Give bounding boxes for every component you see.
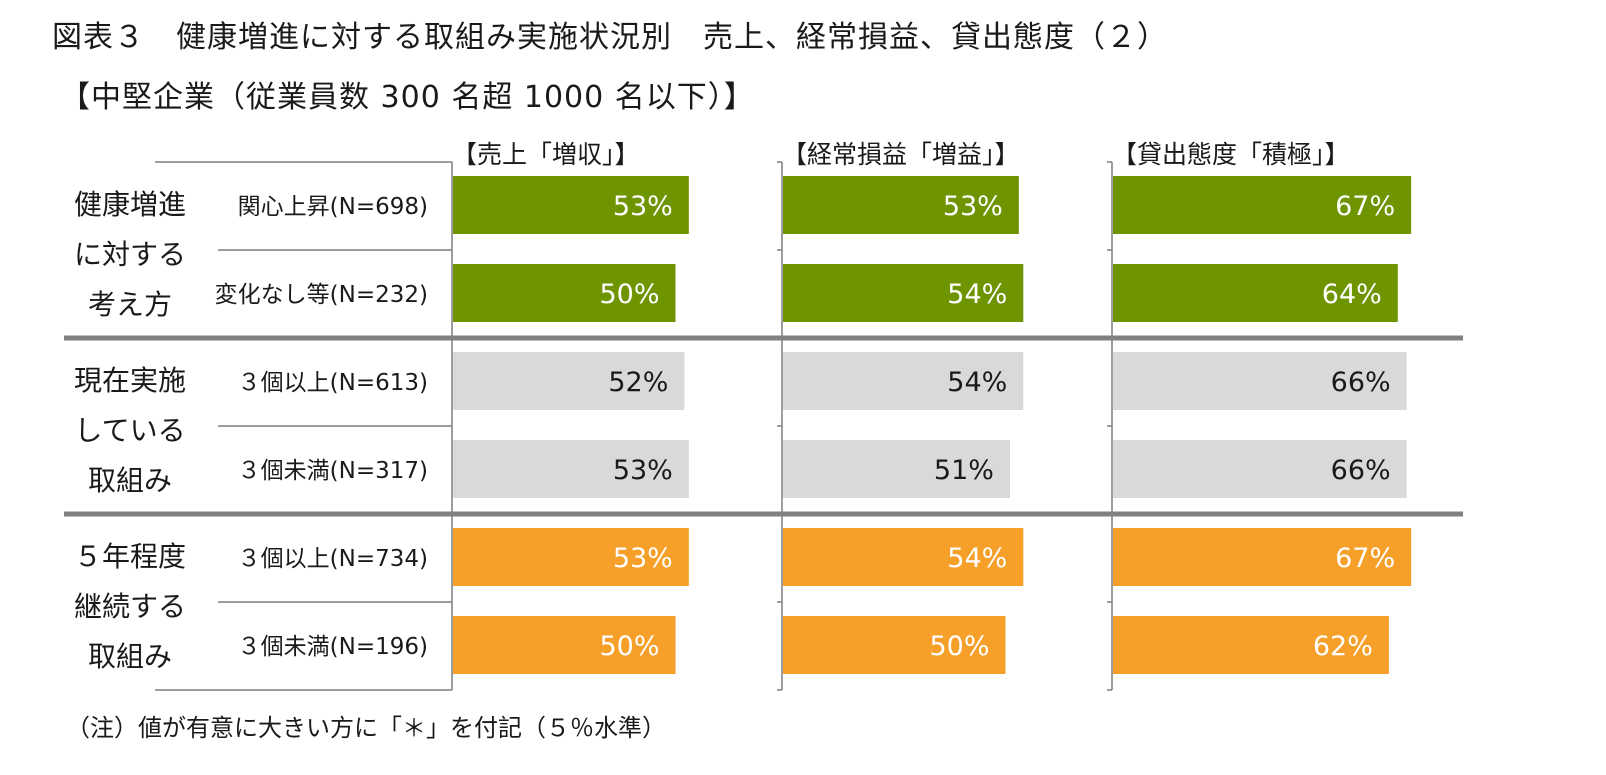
bar bbox=[453, 440, 689, 498]
bar bbox=[453, 264, 676, 322]
data-label: 64% bbox=[1322, 279, 1382, 310]
group-label: 取組み bbox=[88, 464, 172, 497]
bar bbox=[453, 176, 689, 234]
bar bbox=[783, 352, 1024, 410]
data-label: 54% bbox=[947, 543, 1007, 574]
bar bbox=[453, 616, 676, 674]
group-label: 健康増進 bbox=[74, 188, 186, 221]
panel-title: 【貸出態度「積極」】 bbox=[1112, 140, 1350, 169]
data-label: 53% bbox=[943, 191, 1003, 222]
group-label: 取組み bbox=[88, 640, 172, 673]
category-label: ３個以上(N=613) bbox=[238, 370, 428, 396]
group-label: ５年程度 bbox=[74, 540, 186, 573]
category-label: ３個未満(N=317) bbox=[238, 458, 428, 484]
bar bbox=[783, 264, 1024, 322]
data-label: 52% bbox=[608, 367, 668, 398]
data-label: 50% bbox=[599, 279, 659, 310]
bar bbox=[1113, 352, 1407, 410]
data-label: 51% bbox=[934, 455, 994, 486]
group-label: 考え方 bbox=[88, 288, 172, 321]
category-label: ３個未満(N=196) bbox=[238, 634, 428, 660]
category-label: 関心上昇(N=698) bbox=[238, 194, 428, 220]
data-label: 62% bbox=[1313, 631, 1373, 662]
data-label: 67% bbox=[1335, 543, 1395, 574]
data-label: 50% bbox=[599, 631, 659, 662]
data-label: 54% bbox=[947, 367, 1007, 398]
data-label: 66% bbox=[1331, 455, 1391, 486]
bar bbox=[1113, 264, 1398, 322]
data-label: 67% bbox=[1335, 191, 1395, 222]
data-label: 53% bbox=[613, 543, 673, 574]
data-label: 53% bbox=[613, 191, 673, 222]
group-label: 現在実施 bbox=[74, 364, 186, 397]
bar bbox=[783, 528, 1024, 586]
group-label: 継続する bbox=[74, 590, 186, 623]
data-label: 66% bbox=[1331, 367, 1391, 398]
chart-footnote: （注）値が有意に大きい方に「＊」を付記（５％水準） bbox=[66, 714, 666, 742]
category-label: 変化なし等(N=232) bbox=[215, 282, 428, 308]
data-label: 53% bbox=[613, 455, 673, 486]
bar bbox=[453, 352, 685, 410]
data-label: 54% bbox=[947, 279, 1007, 310]
chart-subtitle: 【中堅企業（従業員数 300 名超 1000 名以下）】 bbox=[60, 80, 755, 115]
panel-title: 【売上「増収」】 bbox=[452, 140, 640, 169]
bar bbox=[783, 616, 1006, 674]
bar bbox=[783, 176, 1019, 234]
bar bbox=[1113, 176, 1412, 234]
bar bbox=[453, 528, 689, 586]
group-label: に対する bbox=[74, 238, 186, 271]
chart-title: 図表３ 健康増進に対する取組み実施状況別 売上、経常損益、貸出態度（２） bbox=[52, 20, 1168, 55]
bar bbox=[1113, 616, 1389, 674]
category-label: ３個以上(N=734) bbox=[238, 546, 428, 572]
group-label: している bbox=[74, 414, 185, 447]
bar bbox=[1113, 440, 1407, 498]
data-label: 50% bbox=[929, 631, 989, 662]
bar bbox=[783, 440, 1010, 498]
panel-title: 【経常損益「増益」】 bbox=[782, 140, 1020, 169]
bar bbox=[1113, 528, 1412, 586]
